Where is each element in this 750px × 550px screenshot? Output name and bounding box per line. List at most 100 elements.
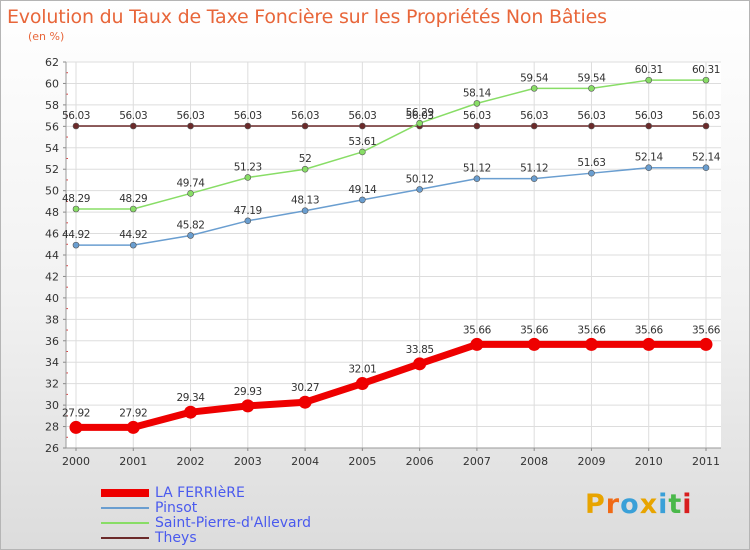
data-label: 50.12 <box>406 173 434 185</box>
data-point <box>527 337 541 351</box>
data-point <box>129 241 137 249</box>
x-tick-label: 2003 <box>234 455 262 468</box>
data-label: 49.14 <box>348 184 377 196</box>
chart-subtitle: (en %) <box>28 30 65 43</box>
data-label: 33.85 <box>406 344 434 356</box>
y-tick-label: 52 <box>45 163 59 176</box>
data-label: 35.66 <box>520 324 549 336</box>
y-tick-label: 46 <box>45 228 59 241</box>
y-tick-label: 54 <box>45 142 59 155</box>
data-point <box>584 337 598 351</box>
data-label: 56.03 <box>291 110 319 122</box>
data-label: 47.19 <box>234 205 262 217</box>
data-label: 52 <box>299 153 312 165</box>
data-point <box>298 395 312 409</box>
x-tick-label: 2007 <box>463 455 491 468</box>
data-label: 60.31 <box>692 64 720 76</box>
data-point <box>699 337 713 351</box>
x-tick-label: 2011 <box>692 455 720 468</box>
data-point <box>359 122 366 130</box>
data-label: 56.03 <box>348 110 376 122</box>
y-tick-label: 40 <box>45 292 59 305</box>
data-label: 58.14 <box>463 87 492 99</box>
proxiti-logo: Proxiti <box>585 489 693 520</box>
data-label: 60.31 <box>635 64 663 76</box>
data-point <box>530 122 538 130</box>
data-point <box>184 405 198 419</box>
data-label: 35.66 <box>692 324 721 336</box>
data-point <box>416 119 423 127</box>
data-point <box>645 76 653 84</box>
data-point <box>241 399 255 413</box>
data-point <box>72 205 80 213</box>
data-label: 48.13 <box>291 195 319 207</box>
data-label: 27.92 <box>62 407 90 419</box>
data-point <box>244 174 252 181</box>
data-label: 49.74 <box>177 177 206 189</box>
data-label: 56.03 <box>463 110 491 122</box>
x-tick-label: 2009 <box>577 455 605 468</box>
data-label: 51.12 <box>520 163 548 175</box>
x-tick-label: 2004 <box>291 455 319 468</box>
y-tick-label: 32 <box>45 378 59 391</box>
data-point <box>69 420 83 434</box>
data-label: 56.03 <box>234 110 262 122</box>
data-label: 51.12 <box>463 163 491 175</box>
legend-swatch <box>101 536 149 539</box>
legend-item: LA FERRIèRE <box>101 485 311 500</box>
data-point <box>72 122 80 130</box>
data-point <box>473 175 481 182</box>
data-point <box>301 207 309 215</box>
legend-item: Theys <box>101 530 311 545</box>
data-label: 35.66 <box>463 324 492 336</box>
data-point <box>126 420 140 434</box>
data-label: 44.92 <box>62 229 90 241</box>
data-point <box>702 76 710 84</box>
data-point <box>588 169 595 177</box>
data-point <box>588 85 595 92</box>
data-label: 48.29 <box>119 193 147 205</box>
data-point <box>642 337 656 351</box>
data-label: 53.61 <box>348 136 376 148</box>
data-label: 30.27 <box>291 382 319 394</box>
data-label: 29.93 <box>234 386 262 398</box>
legend-label: Theys <box>155 529 197 546</box>
data-label: 59.54 <box>520 72 549 84</box>
data-point <box>244 217 252 225</box>
series-line <box>76 79 706 210</box>
legend-label: Saint-Pierre-d'Allevard <box>155 514 311 531</box>
data-label: 35.66 <box>635 324 664 336</box>
y-tick-label: 56 <box>45 120 59 133</box>
data-point <box>359 196 366 204</box>
data-point <box>187 122 194 130</box>
data-point <box>72 241 80 249</box>
y-tick-label: 28 <box>45 421 59 434</box>
data-label: 45.82 <box>177 219 205 231</box>
legend-item: Saint-Pierre-d'Allevard <box>101 515 311 530</box>
data-point <box>187 190 194 197</box>
data-point <box>702 164 710 172</box>
x-tick-label: 2000 <box>62 455 90 468</box>
series-line <box>76 340 706 431</box>
data-label: 52.14 <box>635 152 664 164</box>
data-label: 59.54 <box>577 72 606 84</box>
data-label: 35.66 <box>577 324 606 336</box>
data-point <box>530 175 538 182</box>
x-tick-label: 2005 <box>348 455 376 468</box>
data-point <box>355 377 369 391</box>
data-label: 32.01 <box>348 364 376 376</box>
data-label: 56.29 <box>406 107 434 119</box>
y-tick-label: 60 <box>45 77 59 90</box>
data-label: 51.23 <box>234 161 262 173</box>
data-point <box>129 205 137 213</box>
data-label: 56.03 <box>520 110 548 122</box>
data-label: 52.14 <box>692 152 721 164</box>
x-tick-label: 2008 <box>520 455 548 468</box>
data-point <box>301 122 309 130</box>
data-label: 56.03 <box>577 110 605 122</box>
y-tick-label: 50 <box>45 185 59 198</box>
y-tick-label: 38 <box>45 313 59 326</box>
data-point <box>702 122 710 130</box>
chart-title: Evolution du Taux de Taxe Foncière sur l… <box>7 6 607 28</box>
